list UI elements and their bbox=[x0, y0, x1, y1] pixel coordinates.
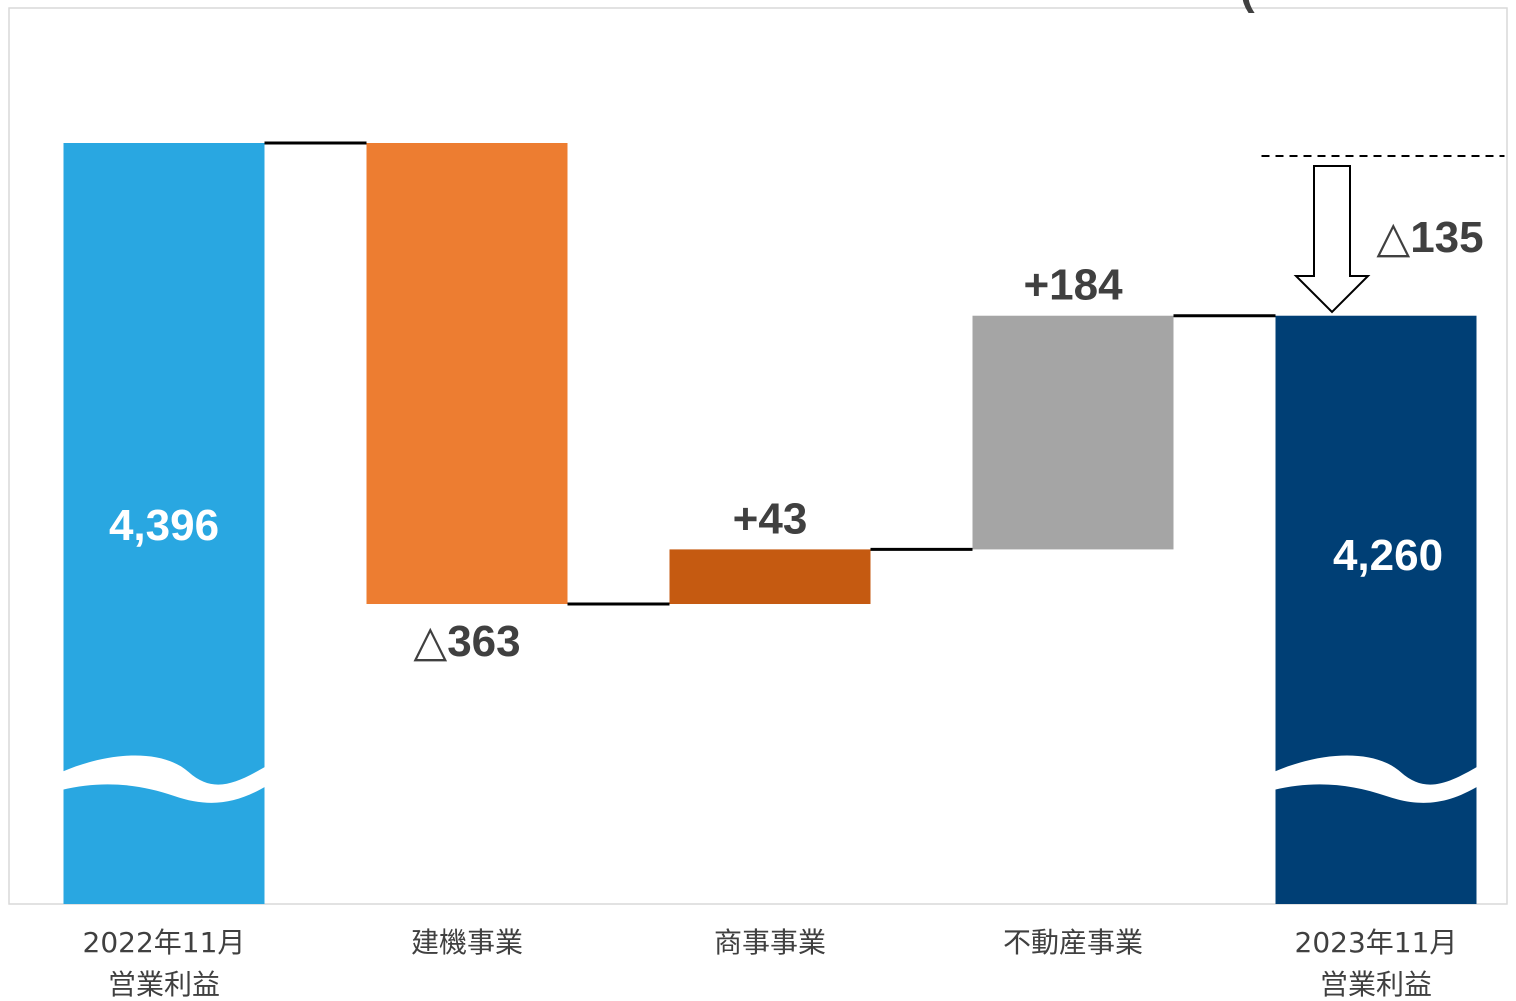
value-label-5: 4,260 bbox=[1333, 531, 1443, 580]
chart-frame bbox=[8, 7, 1508, 905]
axis-break-wave-5 bbox=[1273, 755, 1479, 803]
unit-label-partial: ( bbox=[1240, 0, 1255, 14]
category-sublabel-5: 営業利益 bbox=[1320, 968, 1432, 1001]
chart-marks: 4,396△363+43+1844,260△1352022年11月営業利益建機事… bbox=[61, 141, 1505, 1001]
total-change-label: △135 bbox=[1376, 213, 1483, 262]
value-label-4: +184 bbox=[1023, 261, 1123, 310]
category-sublabel-1: 営業利益 bbox=[108, 968, 220, 1001]
category-label-3: 商事事業 bbox=[714, 926, 826, 959]
down-arrow-icon bbox=[1293, 165, 1371, 314]
value-label-1: 4,396 bbox=[109, 501, 219, 550]
bar-2 bbox=[366, 143, 568, 605]
value-label-3: +43 bbox=[733, 494, 808, 543]
category-label-1: 2022年11月 bbox=[83, 926, 246, 959]
bar-4 bbox=[972, 315, 1174, 550]
axis-break-wave-1 bbox=[61, 755, 267, 803]
value-label-2: △363 bbox=[413, 617, 520, 666]
category-label-4: 不動産事業 bbox=[1003, 926, 1143, 959]
category-label-5: 2023年11月 bbox=[1295, 926, 1458, 959]
category-label-2: 建機事業 bbox=[411, 926, 523, 959]
bar-3 bbox=[669, 549, 871, 605]
bar-5 bbox=[1275, 315, 1477, 905]
